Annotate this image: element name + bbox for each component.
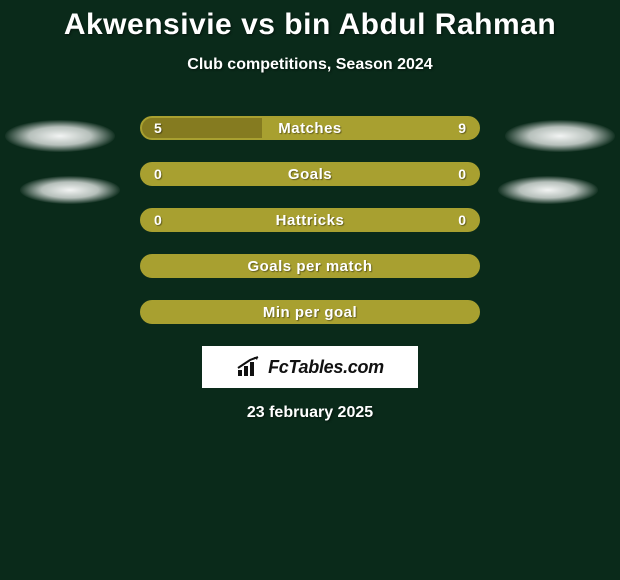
stat-left-value: 0 bbox=[154, 166, 162, 182]
halo-left-top bbox=[5, 120, 115, 152]
stat-label: Min per goal bbox=[263, 304, 357, 321]
stat-row-hattricks: 0 Hattricks 0 bbox=[140, 208, 480, 232]
stat-row-goals-per-match: Goals per match bbox=[140, 254, 480, 278]
halo-right-bottom bbox=[498, 176, 598, 204]
stat-left-value: 5 bbox=[154, 120, 162, 136]
stat-row-min-per-goal: Min per goal bbox=[140, 300, 480, 324]
date-text: 23 february 2025 bbox=[0, 404, 620, 422]
stat-right-value: 0 bbox=[458, 166, 466, 182]
brand-chart-icon bbox=[236, 356, 262, 378]
brand-text: FcTables.com bbox=[268, 357, 384, 378]
halo-right-top bbox=[505, 120, 615, 152]
stat-label: Goals bbox=[288, 166, 332, 183]
stat-right-value: 0 bbox=[458, 212, 466, 228]
stat-label: Goals per match bbox=[247, 258, 372, 275]
stat-label: Matches bbox=[278, 120, 342, 137]
stat-left-value: 0 bbox=[154, 212, 162, 228]
subtitle: Club competitions, Season 2024 bbox=[0, 56, 620, 74]
stat-right-value: 9 bbox=[458, 120, 466, 136]
stat-row-goals: 0 Goals 0 bbox=[140, 162, 480, 186]
halo-left-bottom bbox=[20, 176, 120, 204]
stat-label: Hattricks bbox=[276, 212, 345, 229]
page-title: Akwensivie vs bin Abdul Rahman bbox=[0, 0, 620, 42]
stat-row-matches: 5 Matches 9 bbox=[140, 116, 480, 140]
brand-box: FcTables.com bbox=[202, 346, 418, 388]
